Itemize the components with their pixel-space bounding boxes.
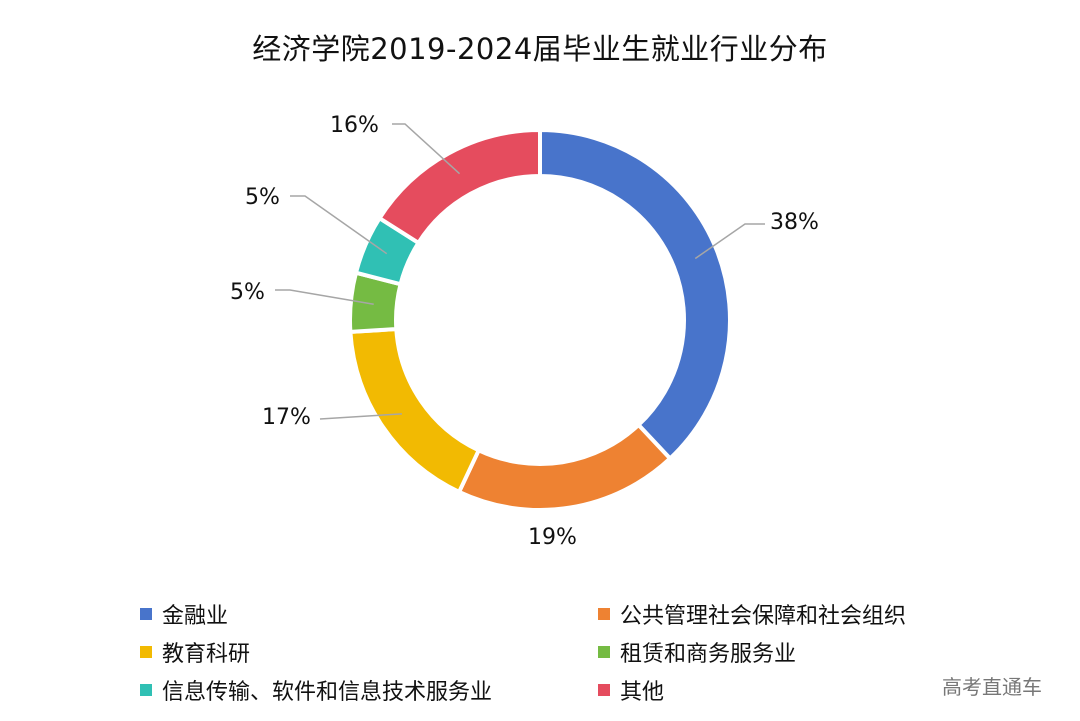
- legend-item-other: 其他: [598, 674, 664, 706]
- leader-line: [275, 289, 374, 306]
- legend-label: 其他: [620, 680, 665, 705]
- legend-swatch: [598, 684, 610, 696]
- legend-swatch: [598, 646, 610, 658]
- data-label: 5%: [245, 185, 280, 210]
- legend-label: 公共管理社会保障和社会组织: [620, 604, 907, 629]
- donut-slice: [538, 127, 732, 462]
- watermark: 高考直通车: [942, 675, 1042, 699]
- leader-line: [290, 195, 388, 255]
- legend-item-public-admin: 公共管理社会保障和社会组织: [598, 598, 906, 630]
- donut-slice: [456, 422, 673, 512]
- legend-label: 租赁和商务服务业: [620, 642, 797, 667]
- leader-line: [694, 223, 765, 260]
- legend-item-education: 教育科研: [140, 636, 250, 668]
- leader-line: [392, 123, 461, 175]
- legend-swatch: [140, 684, 152, 696]
- chart-title: 经济学院2019-2024届毕业生就业行业分布: [252, 32, 828, 66]
- legend-swatch: [140, 646, 152, 658]
- legend-item-finance: 金融业: [140, 598, 228, 630]
- data-label: 38%: [770, 210, 819, 235]
- legend-swatch: [598, 608, 610, 620]
- data-label: 17%: [262, 405, 311, 430]
- legend-item-it: 信息传输、软件和信息技术服务业: [140, 674, 492, 706]
- legend-label: 信息传输、软件和信息技术服务业: [162, 680, 493, 705]
- legend-label: 教育科研: [162, 642, 251, 667]
- data-label: 5%: [230, 280, 265, 305]
- donut-slice: [348, 326, 482, 495]
- donut-slice: [376, 127, 542, 246]
- data-label: 19%: [528, 525, 577, 550]
- data-label: 16%: [330, 113, 379, 138]
- legend-item-leasing: 租赁和商务服务业: [598, 636, 796, 668]
- leader-line: [319, 413, 402, 420]
- legend-swatch: [140, 608, 152, 620]
- legend-label: 金融业: [162, 604, 229, 629]
